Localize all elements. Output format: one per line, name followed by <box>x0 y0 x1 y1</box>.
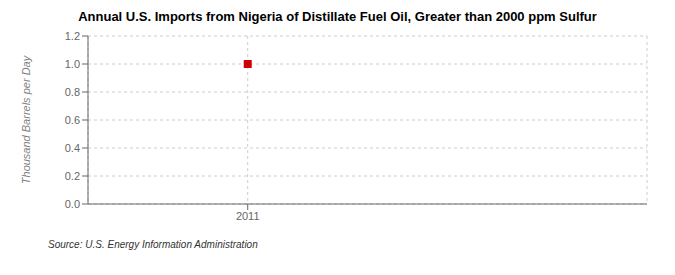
html-text:Annual U.S. Imports from Niger: Annual U.S. Imports from Nigeria of Dist… <box>78 9 597 24</box>
svg-text:2011: 2011 <box>236 210 260 222</box>
html-text:Source: U.S. Energy Informatio: Source: U.S. Energy Information Administ… <box>48 239 258 250</box>
svg-text:1.2: 1.2 <box>65 30 80 42</box>
svg-text:1.0: 1.0 <box>65 58 80 70</box>
svg-text:Thousand Barrels per Day: Thousand Barrels per Day <box>20 54 32 184</box>
svg-text:0.0: 0.0 <box>65 198 80 210</box>
svg-text:0.8: 0.8 <box>65 86 80 98</box>
svg-text:0.6: 0.6 <box>65 114 80 126</box>
svg-text:0.2: 0.2 <box>65 170 80 182</box>
svg-text:0.4: 0.4 <box>65 142 80 154</box>
